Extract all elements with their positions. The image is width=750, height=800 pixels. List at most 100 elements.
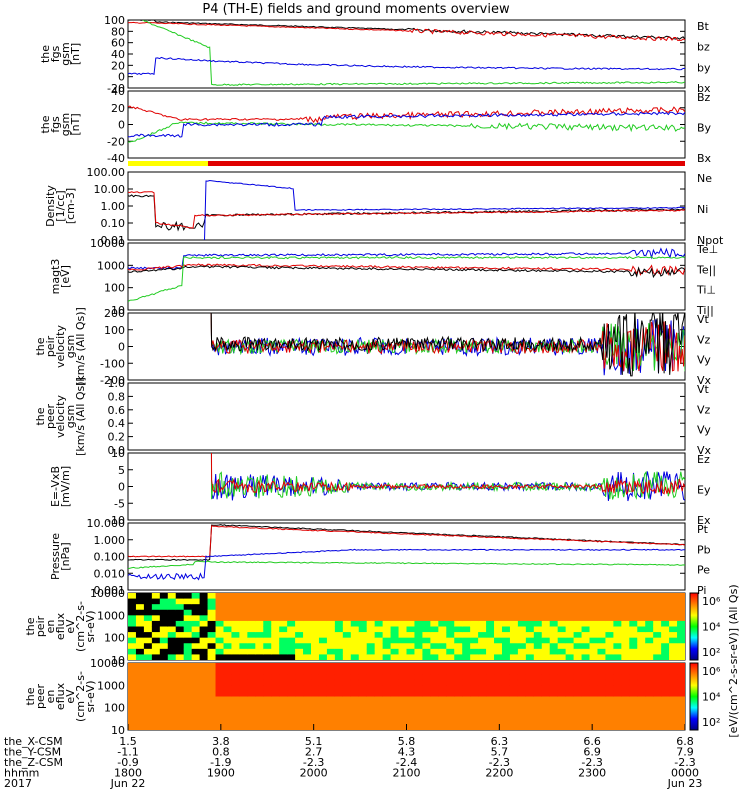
spectrogram-cell: [135, 668, 145, 675]
spectrogram-cell: [358, 702, 368, 709]
spectrogram-cell: [374, 685, 384, 692]
spectrogram-cell: [462, 707, 471, 714]
spectrogram-cell: [366, 679, 376, 686]
spectrogram-cell: [541, 707, 551, 714]
spectrogram-cell: [255, 690, 264, 697]
spectrogram-cell: [318, 690, 328, 697]
spectrogram-cell: [653, 724, 662, 730]
spectrogram-cell: [358, 654, 368, 660]
spectrogram-cell: [645, 663, 654, 670]
spectrogram-cell: [334, 702, 344, 709]
spectrogram-cell: [287, 713, 296, 720]
spectrogram-cell: [414, 637, 423, 644]
spectrogram-cell: [279, 593, 288, 600]
spectrogram-cell: [597, 632, 606, 639]
spectrogram-cell: [541, 654, 551, 660]
spectrogram-cell: [525, 679, 535, 686]
spectrogram-cell: [669, 615, 678, 622]
spectrogram-cell: [247, 604, 256, 611]
spectrogram-cell: [231, 648, 240, 655]
spectrogram-cell: [494, 674, 503, 681]
spectrogram-cell: [350, 615, 360, 622]
spectrogram-cell: [231, 663, 240, 670]
spectrogram-cell: [231, 713, 240, 720]
spectrogram-cell: [509, 598, 519, 605]
spectrogram-cell: [350, 702, 360, 709]
spectrogram-cell: [414, 626, 423, 633]
y-label-line: [cm-3]: [64, 188, 77, 224]
spectrogram-cell: [549, 626, 559, 633]
spectrogram-cell: [653, 615, 662, 622]
spectrogram-cell: [223, 643, 232, 650]
spectrogram-cell: [191, 643, 201, 650]
spectrogram-cell: [454, 654, 463, 660]
spectrogram-cell: [239, 620, 248, 627]
row-label: the_Z-CSM: [4, 756, 63, 769]
spectrogram-cell: [199, 718, 209, 725]
spectrogram-cell: [326, 632, 336, 639]
spectrogram-cell: [358, 598, 368, 605]
spectrogram-cell: [239, 593, 248, 600]
y-tick-label: 1000: [97, 259, 125, 272]
spectrogram-peir: [128, 593, 685, 660]
spectrogram-cell: [223, 615, 232, 622]
row-value: 2100: [393, 767, 421, 780]
spectrogram-cell: [167, 679, 177, 686]
spectrogram-cell: [573, 654, 583, 660]
spectrogram-cell: [557, 685, 567, 692]
spectrogram-cell: [470, 707, 479, 714]
spectrogram-cell: [629, 598, 638, 605]
spectrogram-cell: [470, 626, 479, 633]
spectrogram-cell: [430, 690, 439, 697]
spectrogram-cell: [509, 615, 519, 622]
spectrogram-cell: [669, 702, 678, 709]
spectrogram-cell: [613, 718, 622, 725]
spectrogram-cell: [390, 679, 400, 686]
spectrogram-cell: [677, 674, 685, 681]
spectrogram-cell: [501, 609, 511, 616]
spectrogram-cell: [350, 654, 360, 660]
spectrogram-cell: [199, 707, 209, 714]
y-tick-label: 10: [111, 447, 125, 460]
spectrogram-cell: [318, 620, 328, 627]
spectrogram-cell: [128, 632, 137, 639]
spectrogram-cell: [247, 724, 256, 730]
spectrogram-cell: [143, 648, 153, 655]
spectrogram-cell: [414, 707, 423, 714]
spectrogram-cell: [581, 707, 591, 714]
spectrogram-cell: [342, 632, 352, 639]
spectrogram-cell: [199, 724, 209, 730]
spectrogram-cell: [645, 696, 654, 703]
spectrogram-cell: [358, 718, 368, 725]
colorbar-tick: 10⁶: [702, 595, 721, 608]
spectrogram-cell: [430, 620, 439, 627]
spectrogram-cell: [494, 609, 503, 616]
spectrogram-cell: [303, 663, 312, 670]
spectrogram-cell: [199, 626, 209, 633]
spectrogram-cell: [167, 713, 177, 720]
row-value: Jun 23: [667, 777, 703, 790]
spectrogram-cell: [486, 598, 495, 605]
spectrogram-cell: [247, 668, 256, 675]
spectrogram-cell: [549, 643, 559, 650]
spectrogram-cell: [263, 632, 272, 639]
spectrogram-cell: [287, 654, 296, 660]
spectrogram-cell: [557, 637, 567, 644]
legend-Ey: Ey: [697, 484, 711, 497]
y-tick-label: 100: [104, 702, 125, 715]
spectrogram-cell: [279, 713, 288, 720]
spectrogram-cell: [239, 632, 248, 639]
spectrogram-cell: [422, 643, 431, 650]
spectrogram-cell: [318, 674, 328, 681]
spectrogram-cell: [470, 643, 479, 650]
spectrogram-cell: [494, 707, 503, 714]
spectrogram-cell: [167, 632, 177, 639]
spectrogram-cell: [430, 724, 439, 730]
spectrogram-cell: [326, 598, 336, 605]
spectrogram-cell: [303, 679, 312, 686]
spectrogram-cell: [478, 702, 487, 709]
spectrogram-cell: [525, 620, 535, 627]
spectrogram-cell: [661, 724, 670, 730]
spectrogram-cell: [271, 632, 280, 639]
